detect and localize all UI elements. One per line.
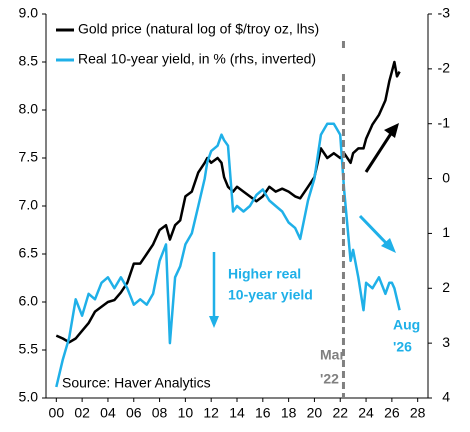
x-tick-label: 00 — [49, 405, 65, 421]
annotation: 10-year yield — [228, 287, 313, 303]
y-tick-label: 6.5 — [19, 245, 39, 261]
x-tick-label: 10 — [178, 405, 194, 421]
x-tick-label: 22 — [332, 405, 348, 421]
y2-tick-label: -3 — [438, 5, 451, 21]
x-tick-label: 06 — [126, 405, 142, 421]
series-line — [55, 60, 401, 344]
higher-yield-arrow-head — [209, 316, 219, 328]
x-tick-label: 24 — [358, 405, 374, 421]
source: Source: Haver Analytics — [62, 375, 211, 391]
y2-tick-label: 2 — [442, 279, 450, 295]
y-tick-label: 9.0 — [19, 5, 39, 21]
annotation: Mar — [320, 347, 345, 363]
x-tick-label: 08 — [152, 405, 168, 421]
y-tick-label: 7.5 — [19, 149, 39, 165]
lines — [55, 60, 401, 388]
x-tick-label: 26 — [384, 405, 400, 421]
yield-arrow — [358, 214, 390, 247]
gold-arrow — [364, 131, 394, 173]
y-tick-label: 5.5 — [19, 341, 39, 357]
yield-arrow-head — [381, 238, 396, 253]
y2-tick-label: 4 — [442, 389, 450, 405]
x-tick-label: 16 — [255, 405, 271, 421]
annotation: '22 — [320, 371, 339, 387]
y-tick-label: 8.5 — [19, 53, 39, 69]
annotation: Higher real — [228, 266, 301, 282]
gold-arrow-head — [384, 123, 399, 138]
x-tick-label: 28 — [410, 405, 426, 421]
x-tick-label: 18 — [281, 405, 297, 421]
legend-bg — [76, 20, 356, 40]
y-tick-label: 7.0 — [19, 197, 39, 213]
y-tick-label: 6.0 — [19, 293, 39, 309]
series-line — [55, 122, 401, 388]
legend-label: Gold price (natural log of $/troy oz, lh… — [78, 21, 319, 37]
y2-tick-label: -2 — [438, 60, 451, 76]
legend-bg — [76, 50, 356, 70]
y2-tick-label: 3 — [442, 334, 450, 350]
annotation: '26 — [393, 339, 412, 355]
y2-tick-label: -1 — [438, 114, 451, 130]
y-tick-label: 5.0 — [19, 389, 39, 405]
annotation: Aug — [393, 317, 420, 333]
legend-label: Real 10-year yield, in % (rhs, inverted) — [78, 51, 316, 67]
x-tick-label: 02 — [74, 405, 90, 421]
x-tick-label: 20 — [307, 405, 323, 421]
x-tick-label: 12 — [203, 405, 219, 421]
y2-tick-label: 0 — [442, 169, 450, 185]
x-tick-label: 14 — [229, 405, 245, 421]
y-tick-label: 8.0 — [19, 101, 39, 117]
arrows — [209, 123, 399, 328]
y2-tick-label: 1 — [442, 224, 450, 240]
x-tick-label: 04 — [100, 405, 116, 421]
